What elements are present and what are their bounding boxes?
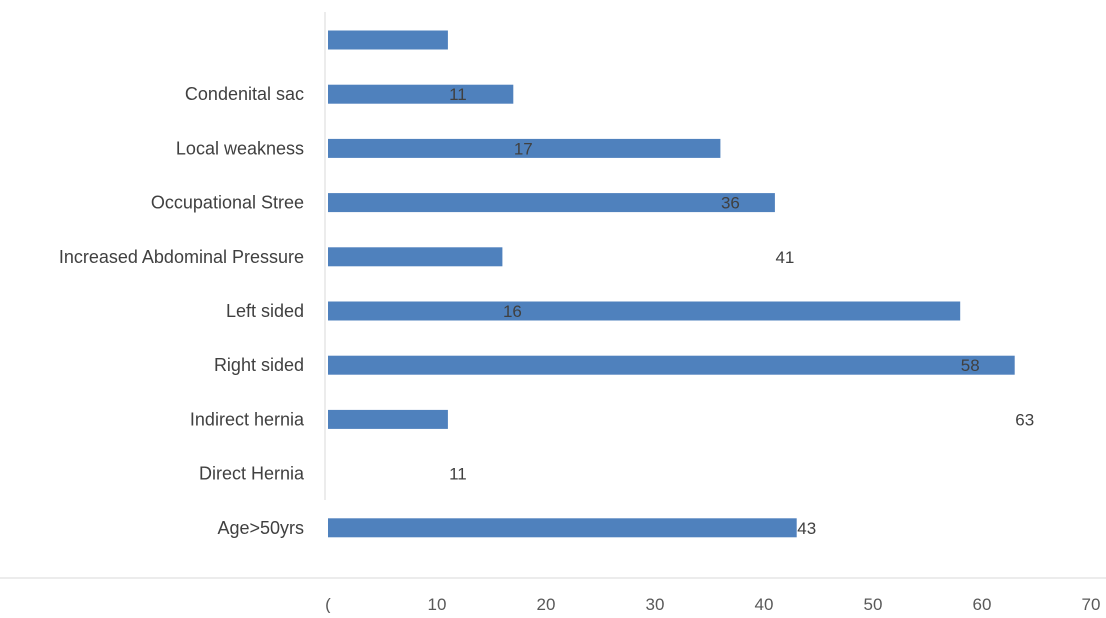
bars-layer: [328, 30, 1015, 538]
data-label: 43: [797, 519, 816, 538]
data-label: 63: [1015, 410, 1034, 429]
bar: [328, 409, 448, 429]
bar: [328, 30, 448, 50]
bar: [328, 84, 514, 104]
data-label: 11: [449, 465, 467, 484]
x-tick-label: 70: [1082, 595, 1101, 613]
data-label: 11: [449, 85, 467, 104]
x-tick-label: (: [325, 595, 331, 613]
category-label: Occupational Stree: [151, 193, 304, 213]
x-tick-label: 10: [428, 595, 447, 613]
data-label: 41: [775, 248, 794, 267]
bar: [328, 518, 797, 538]
category-label: Indirect hernia: [190, 409, 305, 429]
data-label: 36: [721, 194, 740, 213]
bar: [328, 193, 775, 213]
x-tick-label: 40: [755, 595, 774, 613]
category-labels-layer: Condenital sac Local weakness Occupational…: [59, 84, 305, 538]
bar: [328, 138, 721, 158]
category-label: Right sided: [214, 355, 304, 375]
tick-labels-layer: (10 20 30 40 50 60 70: [325, 595, 1101, 614]
category-label: Direct Hernia: [199, 464, 305, 484]
x-tick-label: 20: [537, 595, 556, 613]
category-label: Increased Abdominal Pressure: [59, 247, 304, 267]
bar: [328, 247, 503, 267]
bar: [328, 301, 961, 321]
data-label: 17: [514, 139, 533, 158]
x-tick-label: 50: [864, 595, 883, 613]
axes-layer: [0, 12, 1106, 579]
category-label: Age>50yrs: [217, 518, 304, 538]
category-label: Condenital sac: [185, 84, 304, 104]
data-labels-layer: 11 17 36 41 16 58 63 11 43: [449, 85, 1034, 538]
category-label: Left sided: [226, 301, 304, 321]
category-label: Local weakness: [176, 138, 304, 158]
x-tick-label: 60: [973, 595, 992, 613]
bar: [328, 355, 1015, 375]
x-tick-label: 30: [646, 595, 665, 613]
data-label: 58: [961, 356, 980, 375]
data-label: 16: [503, 302, 522, 321]
